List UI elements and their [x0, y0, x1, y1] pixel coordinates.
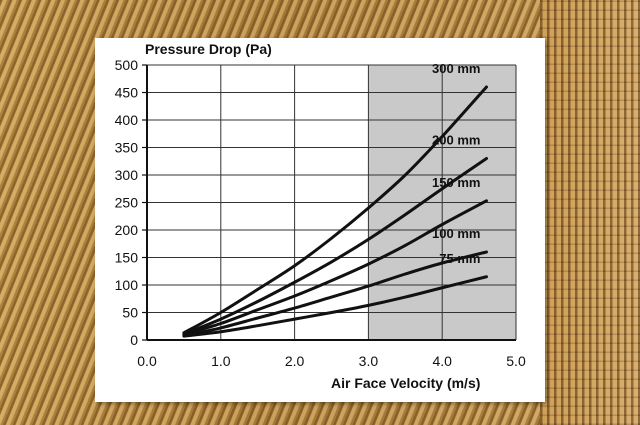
y-tick-label: 300 — [115, 167, 139, 183]
x-tick-labels: 0.0 1.0 2.0 3.0 4.0 5.0 — [137, 353, 526, 369]
series-label: 75 mm — [439, 251, 480, 266]
y-tick-label: 250 — [115, 195, 139, 211]
series-label: 150 mm — [432, 175, 480, 190]
y-tick-label: 200 — [115, 222, 139, 238]
y-tick-label: 150 — [115, 250, 139, 266]
x-tick-label: 0.0 — [137, 353, 157, 369]
x-tick-label: 3.0 — [359, 353, 379, 369]
series-label: 100 mm — [432, 226, 480, 241]
y-tick-label: 350 — [115, 140, 139, 156]
series-line — [182, 157, 488, 336]
y-tick-label: 0 — [130, 332, 138, 348]
x-tick-label: 5.0 — [506, 353, 526, 369]
x-tick-label: 4.0 — [432, 353, 452, 369]
series-label: 300 mm — [432, 61, 480, 76]
y-tick-label: 50 — [122, 305, 138, 321]
y-tick-label: 450 — [115, 85, 139, 101]
x-tick-label: 2.0 — [285, 353, 305, 369]
series-line — [182, 250, 488, 338]
series-line — [182, 275, 488, 338]
pressure-drop-chart: 0.0 1.0 2.0 3.0 4.0 5.0 0 50 100 150 200 250 300 350… — [115, 41, 526, 391]
y-tick-label: 500 — [115, 57, 139, 73]
x-tick-label: 1.0 — [211, 353, 231, 369]
series-line — [182, 199, 488, 336]
series-labels: 300 mm 200 mm 150 mm 100 mm 75 mm — [432, 61, 480, 266]
series-label: 200 mm — [432, 133, 480, 148]
y-tick-label: 400 — [115, 112, 139, 128]
corrugated-pad-side — [540, 0, 640, 425]
x-axis-label: Air Face Velocity (m/s) — [331, 375, 480, 391]
series-line — [182, 85, 488, 335]
axes — [146, 65, 516, 341]
chart-panel: 0.0 1.0 2.0 3.0 4.0 5.0 0 50 100 150 200 250 300 350… — [95, 38, 545, 402]
series-lines — [182, 85, 488, 338]
y-tick-labels: 0 50 100 150 200 250 300 350 400 450 500 — [115, 57, 139, 348]
y-tick-label: 100 — [115, 277, 139, 293]
chart-title: Pressure Drop (Pa) — [145, 41, 272, 57]
